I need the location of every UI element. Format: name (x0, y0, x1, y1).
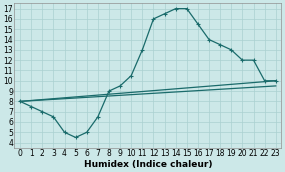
X-axis label: Humidex (Indice chaleur): Humidex (Indice chaleur) (84, 159, 212, 169)
